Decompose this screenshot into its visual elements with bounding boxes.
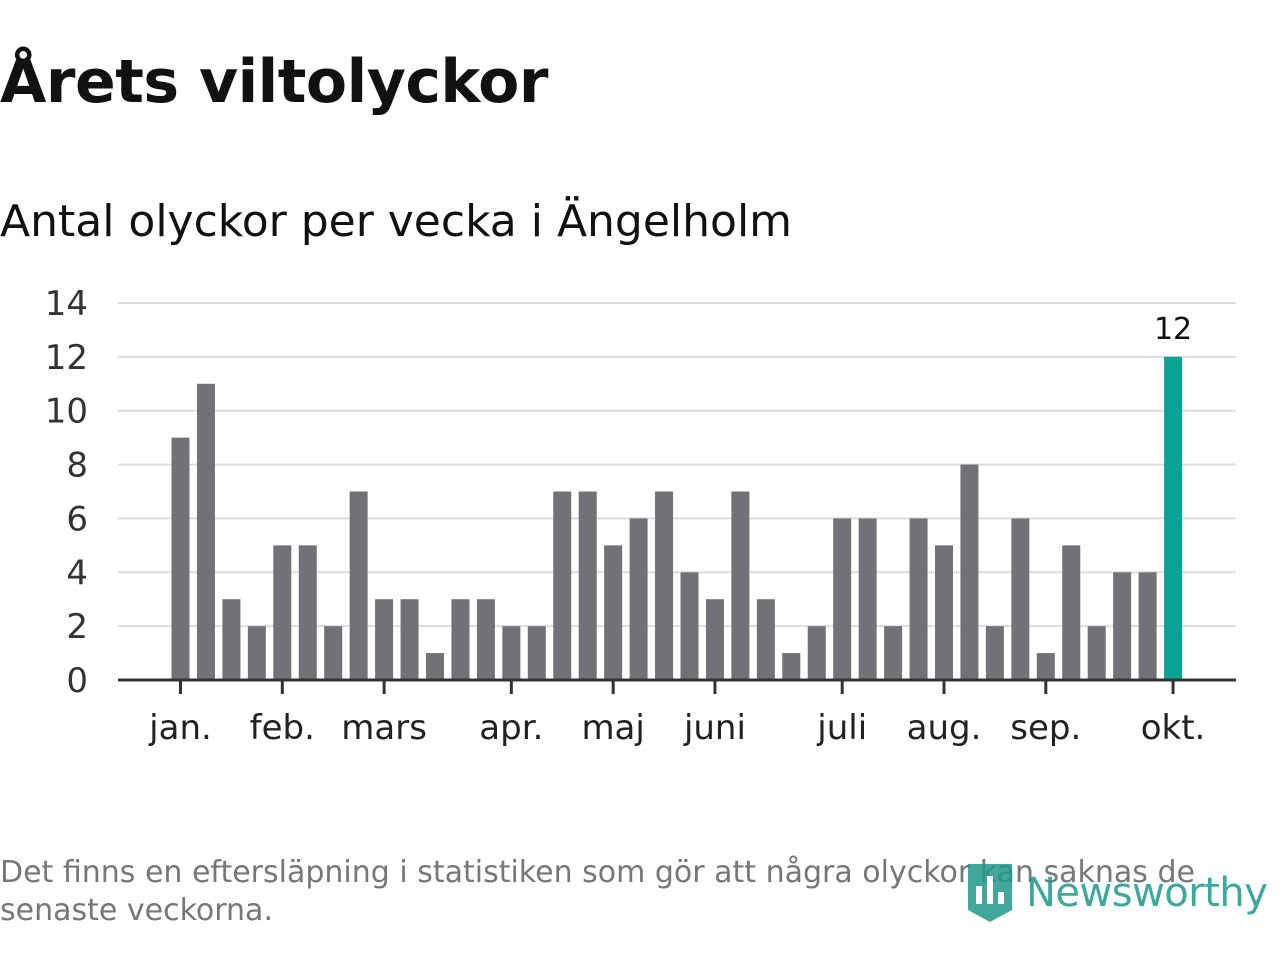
y-tick-label-8: 8 <box>66 446 88 486</box>
bar-week-3 <box>222 599 241 680</box>
bar-week-24 <box>756 599 775 680</box>
bar-week-26 <box>807 626 826 680</box>
bar-week-2 <box>196 383 215 680</box>
bar-week-14 <box>502 626 521 680</box>
month-label-maj: maj <box>581 708 644 748</box>
newsworthy-icon <box>968 864 1012 922</box>
bar-week-34 <box>1011 518 1030 680</box>
bar-week-28 <box>858 518 877 680</box>
bar-week-30 <box>909 518 928 680</box>
month-label-feb.: feb. <box>250 708 315 748</box>
bar-week-16 <box>553 491 572 680</box>
bar-week-5 <box>273 545 292 680</box>
bar-week-13 <box>476 599 495 680</box>
bar-week-21 <box>680 572 699 680</box>
bar-week-9 <box>375 599 394 680</box>
bar-week-38 <box>1113 572 1132 680</box>
bar-week-32 <box>960 464 979 680</box>
y-tick-label-2: 2 <box>66 607 88 647</box>
y-tick-label-0: 0 <box>66 661 88 701</box>
bar-week-29 <box>884 626 903 680</box>
month-label-sep.: sep. <box>1010 708 1081 748</box>
bars <box>171 356 1183 680</box>
x-axis <box>118 678 1236 694</box>
bar-week-11 <box>426 653 444 680</box>
bar-week-23 <box>731 491 750 680</box>
bar-week-36 <box>1062 545 1081 680</box>
newsworthy-logo: Newsworthy <box>964 860 1268 926</box>
bar-week-17 <box>578 491 597 680</box>
bar-chart: 0 2 4 6 8 10 12 14 jan. feb. mars apr. maj juni juli a… <box>45 284 1236 748</box>
bar-week-20 <box>655 491 674 680</box>
data-labels: 12 <box>1154 312 1192 347</box>
bar-week-37 <box>1087 626 1106 680</box>
bar-week-10 <box>400 599 419 680</box>
bar-week-27 <box>833 518 852 680</box>
data-label-last-week: 12 <box>1154 312 1192 347</box>
bar-week-4 <box>247 626 266 680</box>
month-label-juli: juli <box>816 708 867 748</box>
bar-week-8 <box>349 491 368 680</box>
bar-week-35 <box>1036 653 1055 680</box>
y-axis-ticks: 0 2 4 6 8 10 12 14 <box>45 284 88 701</box>
bar-week-12 <box>451 599 470 680</box>
bar-week-22 <box>705 599 724 680</box>
brand-name: Newsworthy <box>1026 870 1268 916</box>
y-tick-label-14: 14 <box>45 284 88 324</box>
month-label-aug.: aug. <box>907 708 982 748</box>
bar-week-25 <box>782 653 801 680</box>
bar-week-7 <box>324 626 343 680</box>
month-label-apr.: apr. <box>479 708 543 748</box>
month-labels: jan. feb. mars apr. maj juni juli aug. sep. okt. <box>148 708 1205 748</box>
month-label-okt.: okt. <box>1141 708 1206 748</box>
y-tick-label-12: 12 <box>45 338 88 378</box>
bar-week-39 <box>1138 572 1157 680</box>
y-tick-label-10: 10 <box>45 392 88 432</box>
bar-week-31 <box>935 545 953 680</box>
bar-week-1 <box>171 437 190 680</box>
month-label-jan.: jan. <box>148 708 212 748</box>
y-tick-label-4: 4 <box>66 553 88 593</box>
bar-week-40 <box>1164 356 1183 680</box>
chart-subtitle: Antal olyckor per vecka i Ängelholm <box>0 196 793 247</box>
month-label-mars: mars <box>341 708 427 748</box>
bar-week-33 <box>985 626 1004 680</box>
bar-week-18 <box>604 545 623 680</box>
chart-title: Årets viltolyckor <box>0 47 549 117</box>
y-tick-label-6: 6 <box>66 499 88 539</box>
bar-week-15 <box>527 626 546 680</box>
month-label-juni: juni <box>683 708 746 748</box>
bar-week-19 <box>629 518 648 680</box>
bar-week-6 <box>298 545 317 680</box>
